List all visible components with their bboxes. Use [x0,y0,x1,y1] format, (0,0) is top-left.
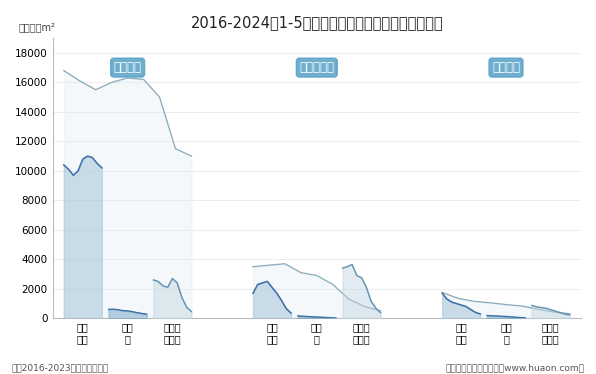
Text: 施工面积: 施工面积 [114,61,142,74]
Text: 单位：万m²: 单位：万m² [18,22,55,33]
Text: 制图：华经产业研究院（www.huaon.com）: 制图：华经产业研究院（www.huaon.com） [445,363,584,372]
Title: 2016-2024年1-5月内蒙古自治区房地产施工面积情况: 2016-2024年1-5月内蒙古自治区房地产施工面积情况 [191,15,443,30]
Text: 注：2016-2023年为全年度数据: 注：2016-2023年为全年度数据 [12,363,109,372]
Text: 新开工面积: 新开工面积 [299,61,334,74]
Text: 竣工面积: 竣工面积 [492,61,520,74]
